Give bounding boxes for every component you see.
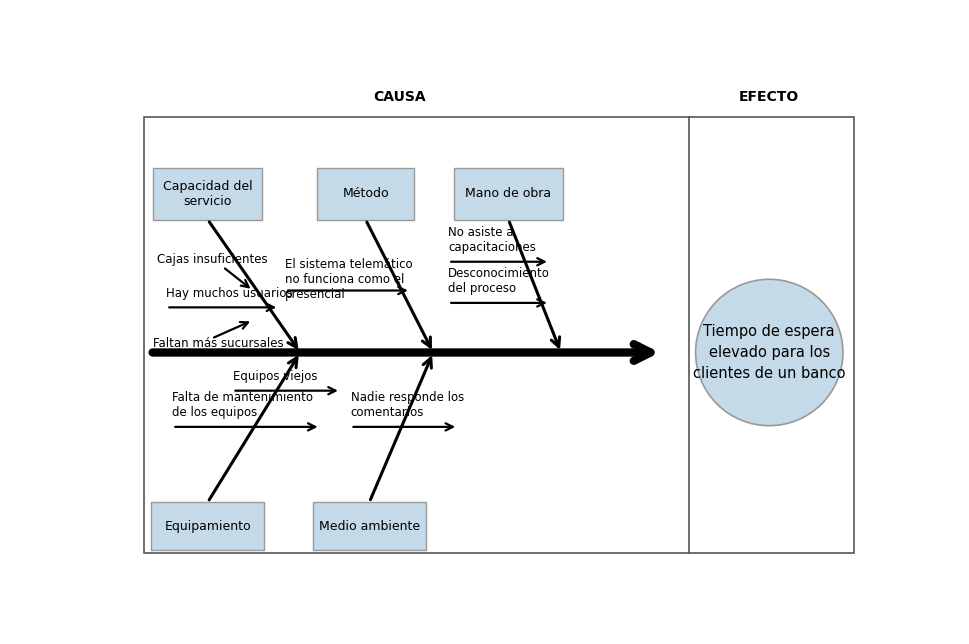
Text: Equipamiento: Equipamiento [164, 520, 251, 533]
Text: Hay muchos usuarios: Hay muchos usuarios [166, 287, 293, 300]
Text: Desconocimiento
del proceso: Desconocimiento del proceso [448, 267, 549, 296]
FancyBboxPatch shape [151, 502, 264, 549]
Text: Equipos viejos: Equipos viejos [233, 370, 317, 383]
Text: Faltan más sucursales: Faltan más sucursales [153, 337, 283, 350]
FancyBboxPatch shape [153, 168, 262, 220]
Text: Tiempo de espera
elevado para los
clientes de un banco: Tiempo de espera elevado para los client… [692, 324, 845, 381]
Text: Método: Método [342, 187, 389, 200]
FancyBboxPatch shape [453, 168, 562, 220]
FancyBboxPatch shape [313, 502, 425, 549]
Text: Medio ambiente: Medio ambiente [319, 520, 420, 533]
Text: Cajas insuficientes: Cajas insuficientes [157, 252, 267, 266]
Text: CAUSA: CAUSA [373, 90, 425, 104]
Text: Capacidad del
servicio: Capacidad del servicio [163, 180, 252, 208]
Text: Falta de mantenimiento
de los equipos: Falta de mantenimiento de los equipos [172, 392, 313, 419]
Ellipse shape [695, 279, 842, 426]
Text: El sistema telemático
no funciona como el
presencial: El sistema telemático no funciona como e… [285, 258, 413, 301]
Text: Mano de obra: Mano de obra [465, 187, 551, 200]
Text: EFECTO: EFECTO [738, 90, 798, 104]
FancyBboxPatch shape [316, 168, 414, 220]
Text: Nadie responde los
comentarios: Nadie responde los comentarios [350, 392, 463, 419]
Text: No asiste a
capacitaciones: No asiste a capacitaciones [448, 226, 536, 254]
